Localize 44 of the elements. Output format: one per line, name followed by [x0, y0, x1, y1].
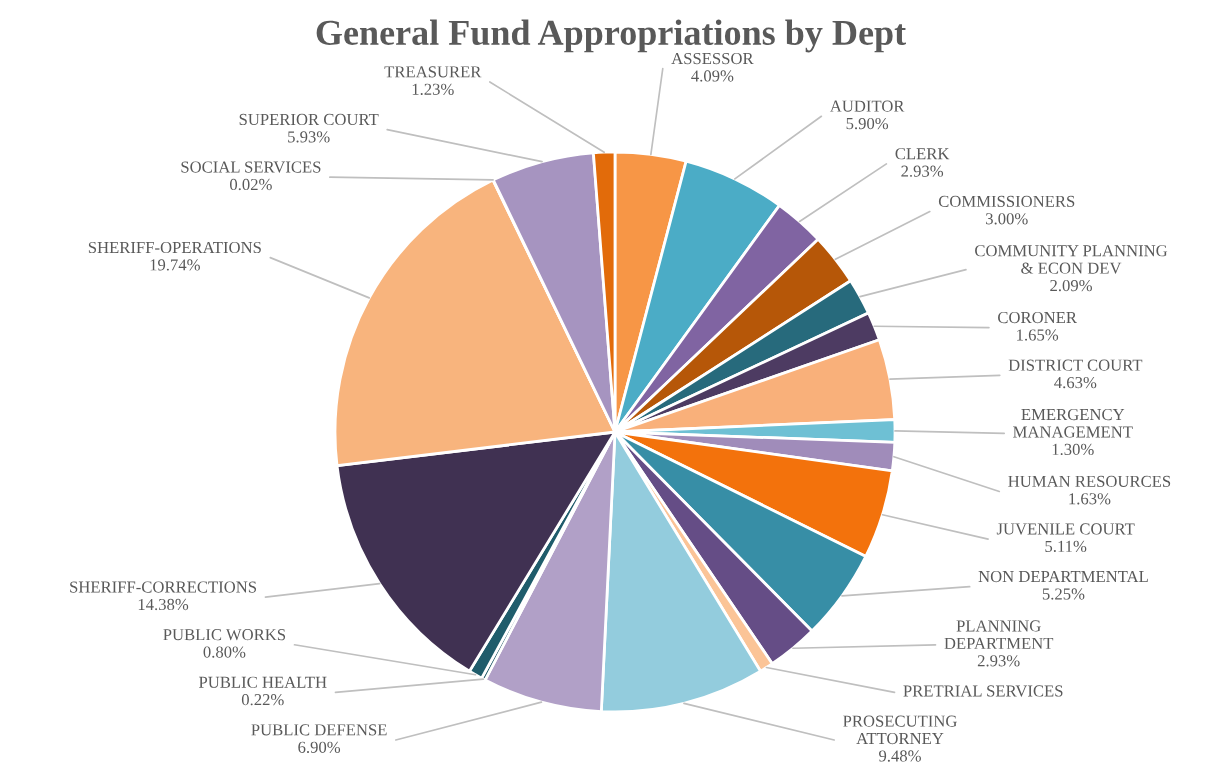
data-label: 5.93%: [288, 131, 330, 143]
slice-label: SUPERIOR COURT: [239, 113, 379, 126]
slice-label: PUBLIC WORKS: [163, 629, 286, 641]
data-label: 0.22%: [241, 694, 284, 706]
data-label: 0.02%: [230, 178, 272, 191]
data-label: 5.11%: [1045, 540, 1087, 553]
data-label: 2.09%: [1050, 279, 1092, 292]
slice-label: CORONER: [998, 311, 1077, 324]
slice-label: SOCIAL SERVICES: [181, 161, 321, 173]
data-label: 1.30%: [1052, 443, 1094, 456]
slice-label: SHERIFF-CORRECTIONS: [70, 581, 257, 593]
slice-label: ASSESSOR: [671, 52, 754, 65]
slice-label: AUDITOR: [829, 100, 905, 112]
data-label: 4.63%: [1054, 376, 1097, 389]
slice-label: NON DEPARTMENTAL: [978, 570, 1148, 583]
slice-label: DISTRICT COURT: [1008, 359, 1143, 371]
slice-label: PUBLIC HEALTH: [198, 676, 327, 688]
slice-label: SHERIFF-OPERATIONS: [88, 241, 261, 254]
data-label: 1.63%: [1069, 493, 1111, 505]
slice-label: CLERK: [895, 148, 950, 160]
data-label: 14.38%: [138, 598, 189, 611]
slice-label: PRETRIAL SERVICES: [903, 685, 1063, 697]
data-label: 5.90%: [846, 117, 889, 130]
data-label: 0.80%: [203, 646, 246, 658]
slice-label: COMMUNITY PLANNING & ECON DEV: [975, 245, 1168, 274]
data-label: 2.93%: [901, 165, 944, 177]
slice-label: COMMISSIONERS: [938, 195, 1075, 207]
data-label: 2.93%: [977, 655, 1020, 667]
slice-label: PUBLIC DEFENSE: [251, 724, 387, 736]
slice-label: EMERGENCY MANAGEMENT: [1013, 408, 1133, 438]
slice-label: HUMAN RESOURCES: [1008, 475, 1171, 487]
data-label: 5.25%: [1042, 588, 1085, 600]
slice-label: PROSECUTING ATTORNEY: [843, 715, 957, 745]
data-label: 19.74%: [150, 259, 200, 271]
data-label: 4.09%: [691, 70, 734, 82]
data-label: 6.90%: [298, 741, 341, 753]
data-label: 3.00%: [986, 213, 1028, 225]
slice-label: TREASURER: [384, 66, 482, 78]
data-label: 9.48%: [879, 750, 921, 762]
slice-label: PLANNING DEPARTMENT: [944, 620, 1054, 649]
chart-title: General Fund Appropriations by Dept: [316, 19, 906, 53]
data-label: 1.23%: [412, 83, 454, 95]
data-label: 1.65%: [1017, 329, 1059, 341]
slice-label: JUVENILE COURT: [996, 523, 1135, 535]
